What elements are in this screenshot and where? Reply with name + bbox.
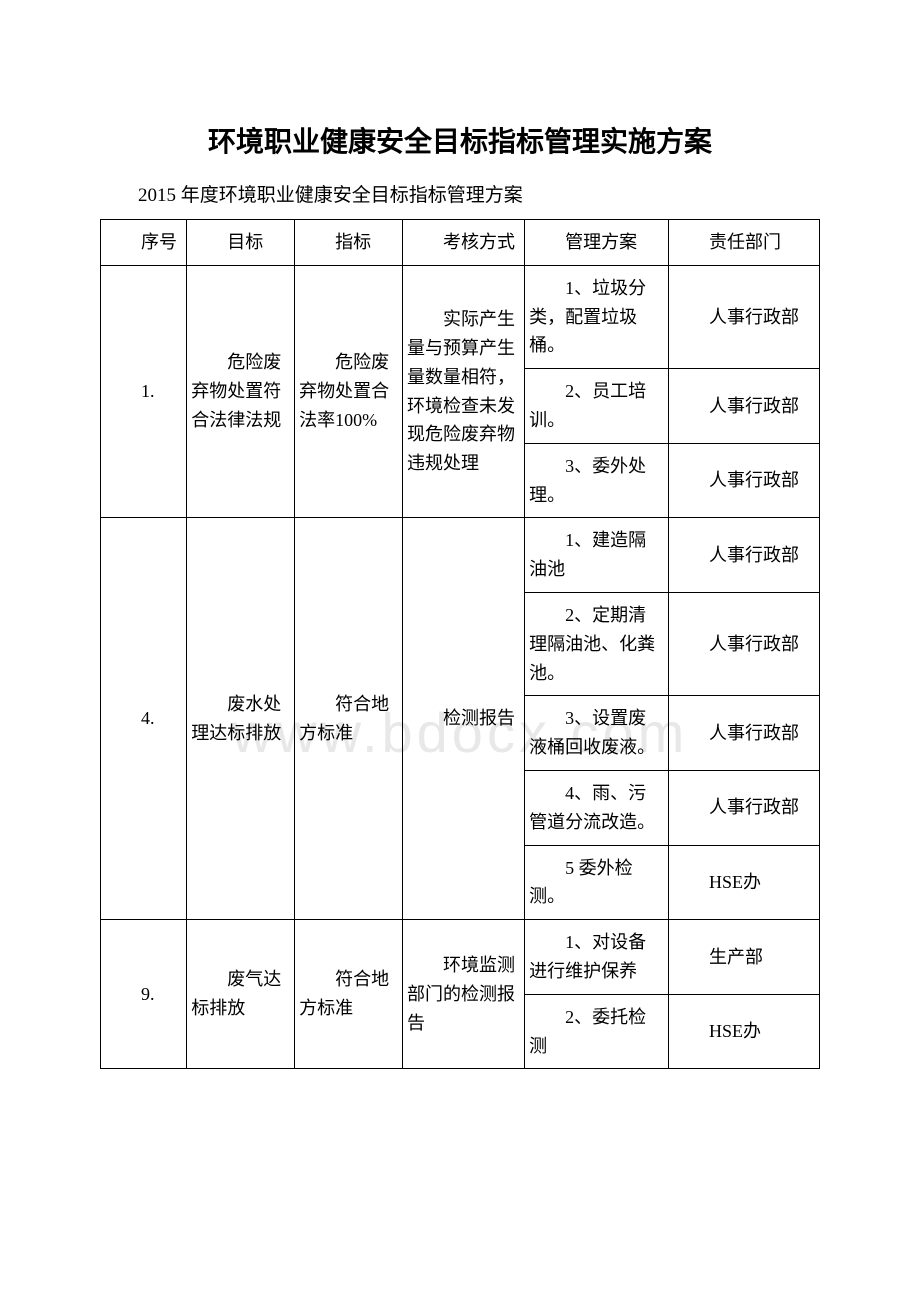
- cell-plan-3-2: 2、委托检测: [525, 994, 669, 1069]
- cell-indicator-3: 符合地方标准: [295, 920, 403, 1069]
- cell-dept-2-5: HSE办: [668, 845, 819, 920]
- document-title: 环境职业健康安全目标指标管理实施方案: [100, 120, 820, 160]
- cell-target-2: 废水处理达标排放: [187, 518, 295, 920]
- cell-dept-3-2: HSE办: [668, 994, 819, 1069]
- header-dept: 责任部门: [668, 220, 819, 266]
- header-indicator: 指标: [295, 220, 403, 266]
- management-plan-table: 序号 目标 指标 考核方式 管理方案 责任部门 1. 危险废弃物处置符合法律法规…: [100, 219, 820, 1069]
- cell-plan-1-1: 1、垃圾分类，配置垃圾桶。: [525, 265, 669, 368]
- cell-dept-2-2: 人事行政部: [668, 592, 819, 695]
- document-content: 环境职业健康安全目标指标管理实施方案 2015 年度环境职业健康安全目标指标管理…: [100, 120, 820, 1069]
- cell-dept-1-2: 人事行政部: [668, 369, 819, 444]
- cell-target-1: 危险废弃物处置符合法律法规: [187, 265, 295, 518]
- header-method: 考核方式: [402, 220, 524, 266]
- table-row: 9. 废气达标排放 符合地方标准 环境监测部门的检测报告 1、对设备进行维护保养…: [101, 920, 820, 995]
- cell-method-1: 实际产生量与预算产生量数量相符，环境检查未发现危险废弃物违规处理: [402, 265, 524, 518]
- cell-dept-2-4: 人事行政部: [668, 770, 819, 845]
- cell-indicator-2: 符合地方标准: [295, 518, 403, 920]
- cell-method-3: 环境监测部门的检测报告: [402, 920, 524, 1069]
- cell-dept-1-1: 人事行政部: [668, 265, 819, 368]
- cell-plan-1-2: 2、员工培训。: [525, 369, 669, 444]
- cell-plan-1-3: 3、委外处理。: [525, 443, 669, 518]
- header-plan: 管理方案: [525, 220, 669, 266]
- cell-dept-1-3: 人事行政部: [668, 443, 819, 518]
- header-target: 目标: [187, 220, 295, 266]
- cell-plan-2-4: 4、雨、污管道分流改造。: [525, 770, 669, 845]
- table-header-row: 序号 目标 指标 考核方式 管理方案 责任部门: [101, 220, 820, 266]
- cell-plan-2-3: 3、设置废液桶回收废液。: [525, 696, 669, 771]
- cell-dept-3-1: 生产部: [668, 920, 819, 995]
- cell-seq-1: 1.: [101, 265, 187, 518]
- cell-method-2: 检测报告: [402, 518, 524, 920]
- cell-dept-2-3: 人事行政部: [668, 696, 819, 771]
- cell-plan-2-5: 5 委外检测。: [525, 845, 669, 920]
- table-row: 1. 危险废弃物处置符合法律法规 危险废弃物处置合法率100% 实际产生量与预算…: [101, 265, 820, 368]
- cell-indicator-1: 危险废弃物处置合法率100%: [295, 265, 403, 518]
- header-seq: 序号: [101, 220, 187, 266]
- cell-seq-3: 9.: [101, 920, 187, 1069]
- cell-plan-2-2: 2、定期清理隔油池、化粪池。: [525, 592, 669, 695]
- cell-plan-2-1: 1、建造隔油池: [525, 518, 669, 593]
- cell-plan-3-1: 1、对设备进行维护保养: [525, 920, 669, 995]
- cell-seq-2: 4.: [101, 518, 187, 920]
- cell-target-3: 废气达标排放: [187, 920, 295, 1069]
- cell-dept-2-1: 人事行政部: [668, 518, 819, 593]
- table-row: 4. 废水处理达标排放 符合地方标准 检测报告 1、建造隔油池 人事行政部: [101, 518, 820, 593]
- document-subtitle: 2015 年度环境职业健康安全目标指标管理方案: [100, 180, 820, 207]
